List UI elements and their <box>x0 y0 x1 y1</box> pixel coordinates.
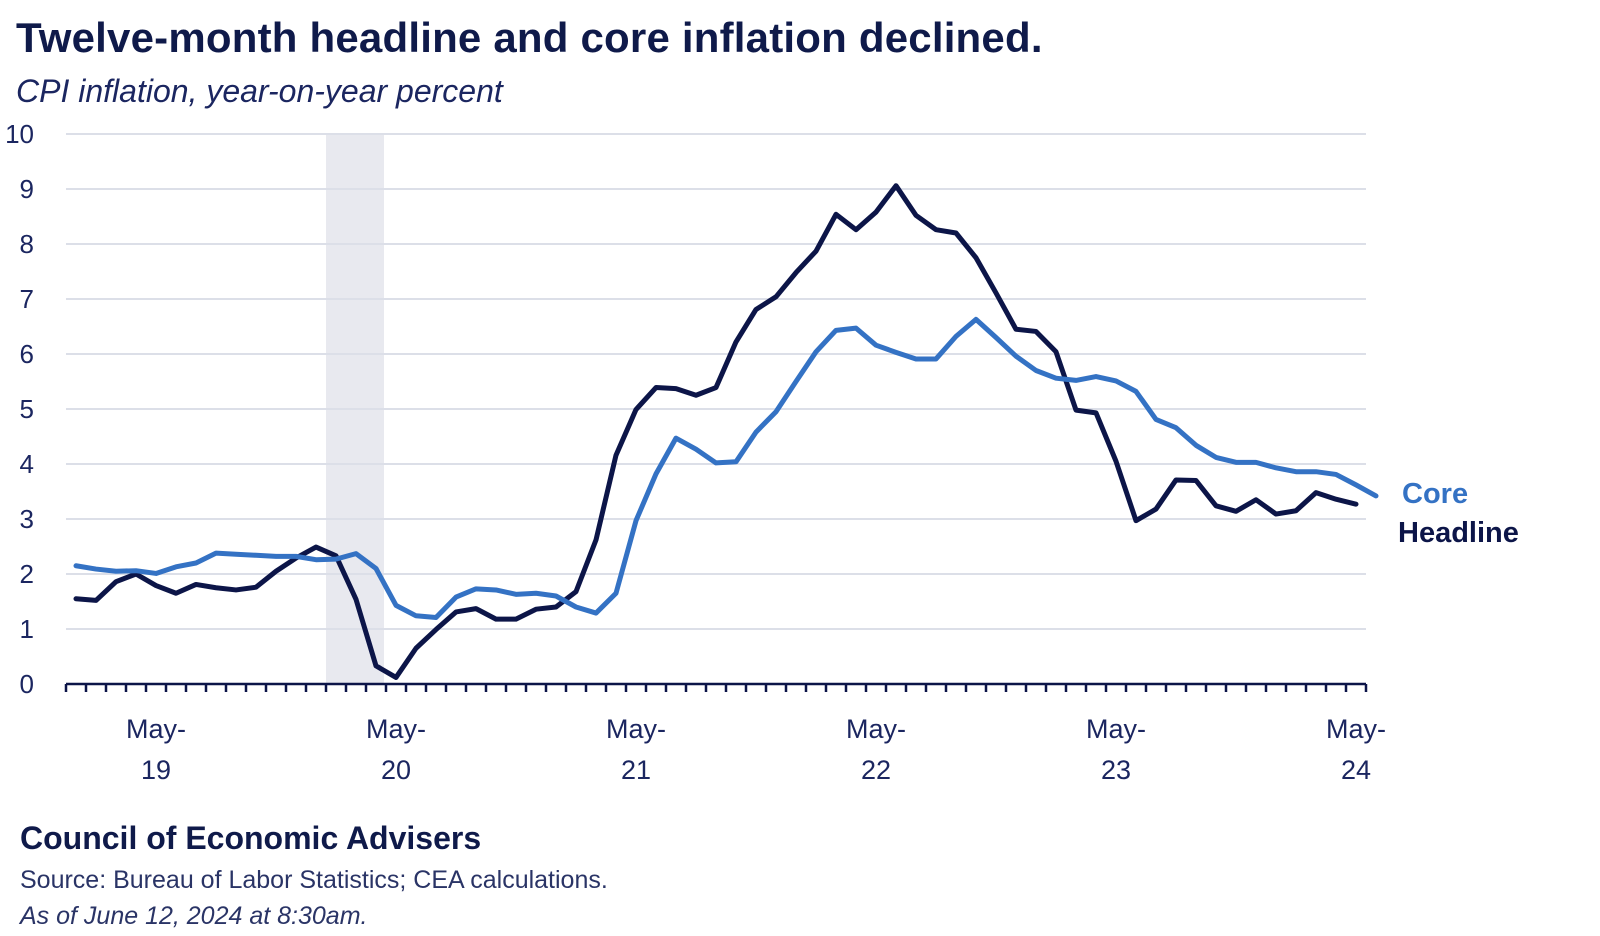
series-line-core <box>73 316 1379 620</box>
y-tick-label: 9 <box>20 174 34 204</box>
y-tick-label: 10 <box>5 119 34 149</box>
y-tick-label: 3 <box>20 504 34 534</box>
series-label-core: Core <box>1402 478 1468 510</box>
x-tick-label: May- <box>1326 714 1386 744</box>
chart-subtitle: CPI inflation, year-on-year percent <box>16 73 503 109</box>
x-tick-label: May- <box>366 714 426 744</box>
y-tick-label: 6 <box>20 339 34 369</box>
chart-title: Twelve-month headline and core inflation… <box>16 14 1043 61</box>
y-tick-label: 0 <box>20 669 34 699</box>
x-tick-label: 22 <box>861 755 891 785</box>
x-axis-tick-labels: May- 19 May- 20 May- 21 May- 22 May- 23 May- 24 <box>126 714 1386 785</box>
x-tick-label: 21 <box>621 755 651 785</box>
x-tick-label: 20 <box>381 755 411 785</box>
x-tick-label: May- <box>1086 714 1146 744</box>
x-tick-label: 19 <box>141 755 171 785</box>
series-label-headline: Headline <box>1398 517 1519 549</box>
y-axis-tick-labels: 0 1 2 3 4 5 6 7 8 9 10 <box>5 119 34 699</box>
series-lines <box>73 183 1379 680</box>
x-tick-label: May- <box>846 714 906 744</box>
source-note: Source: Bureau of Labor Statistics; CEA … <box>20 866 608 894</box>
y-tick-label: 4 <box>20 449 34 479</box>
y-tick-label: 5 <box>20 394 34 424</box>
gridlines <box>66 133 1366 630</box>
x-axis <box>64 682 1368 692</box>
series-direct-labels: Core Headline <box>1398 478 1519 549</box>
y-tick-label: 8 <box>20 229 34 259</box>
as-of-note: As of June 12, 2024 at 8:30am. <box>20 902 368 930</box>
y-tick-label: 7 <box>20 284 34 314</box>
series-line-headline <box>73 183 1359 680</box>
y-tick-label: 1 <box>20 614 34 644</box>
x-tick-label: May- <box>606 714 666 744</box>
x-tick-label: 23 <box>1101 755 1131 785</box>
y-tick-label: 2 <box>20 559 34 589</box>
organization-name: Council of Economic Advisers <box>20 820 482 856</box>
x-tick-label: 24 <box>1341 755 1371 785</box>
x-tick-label: May- <box>126 714 186 744</box>
